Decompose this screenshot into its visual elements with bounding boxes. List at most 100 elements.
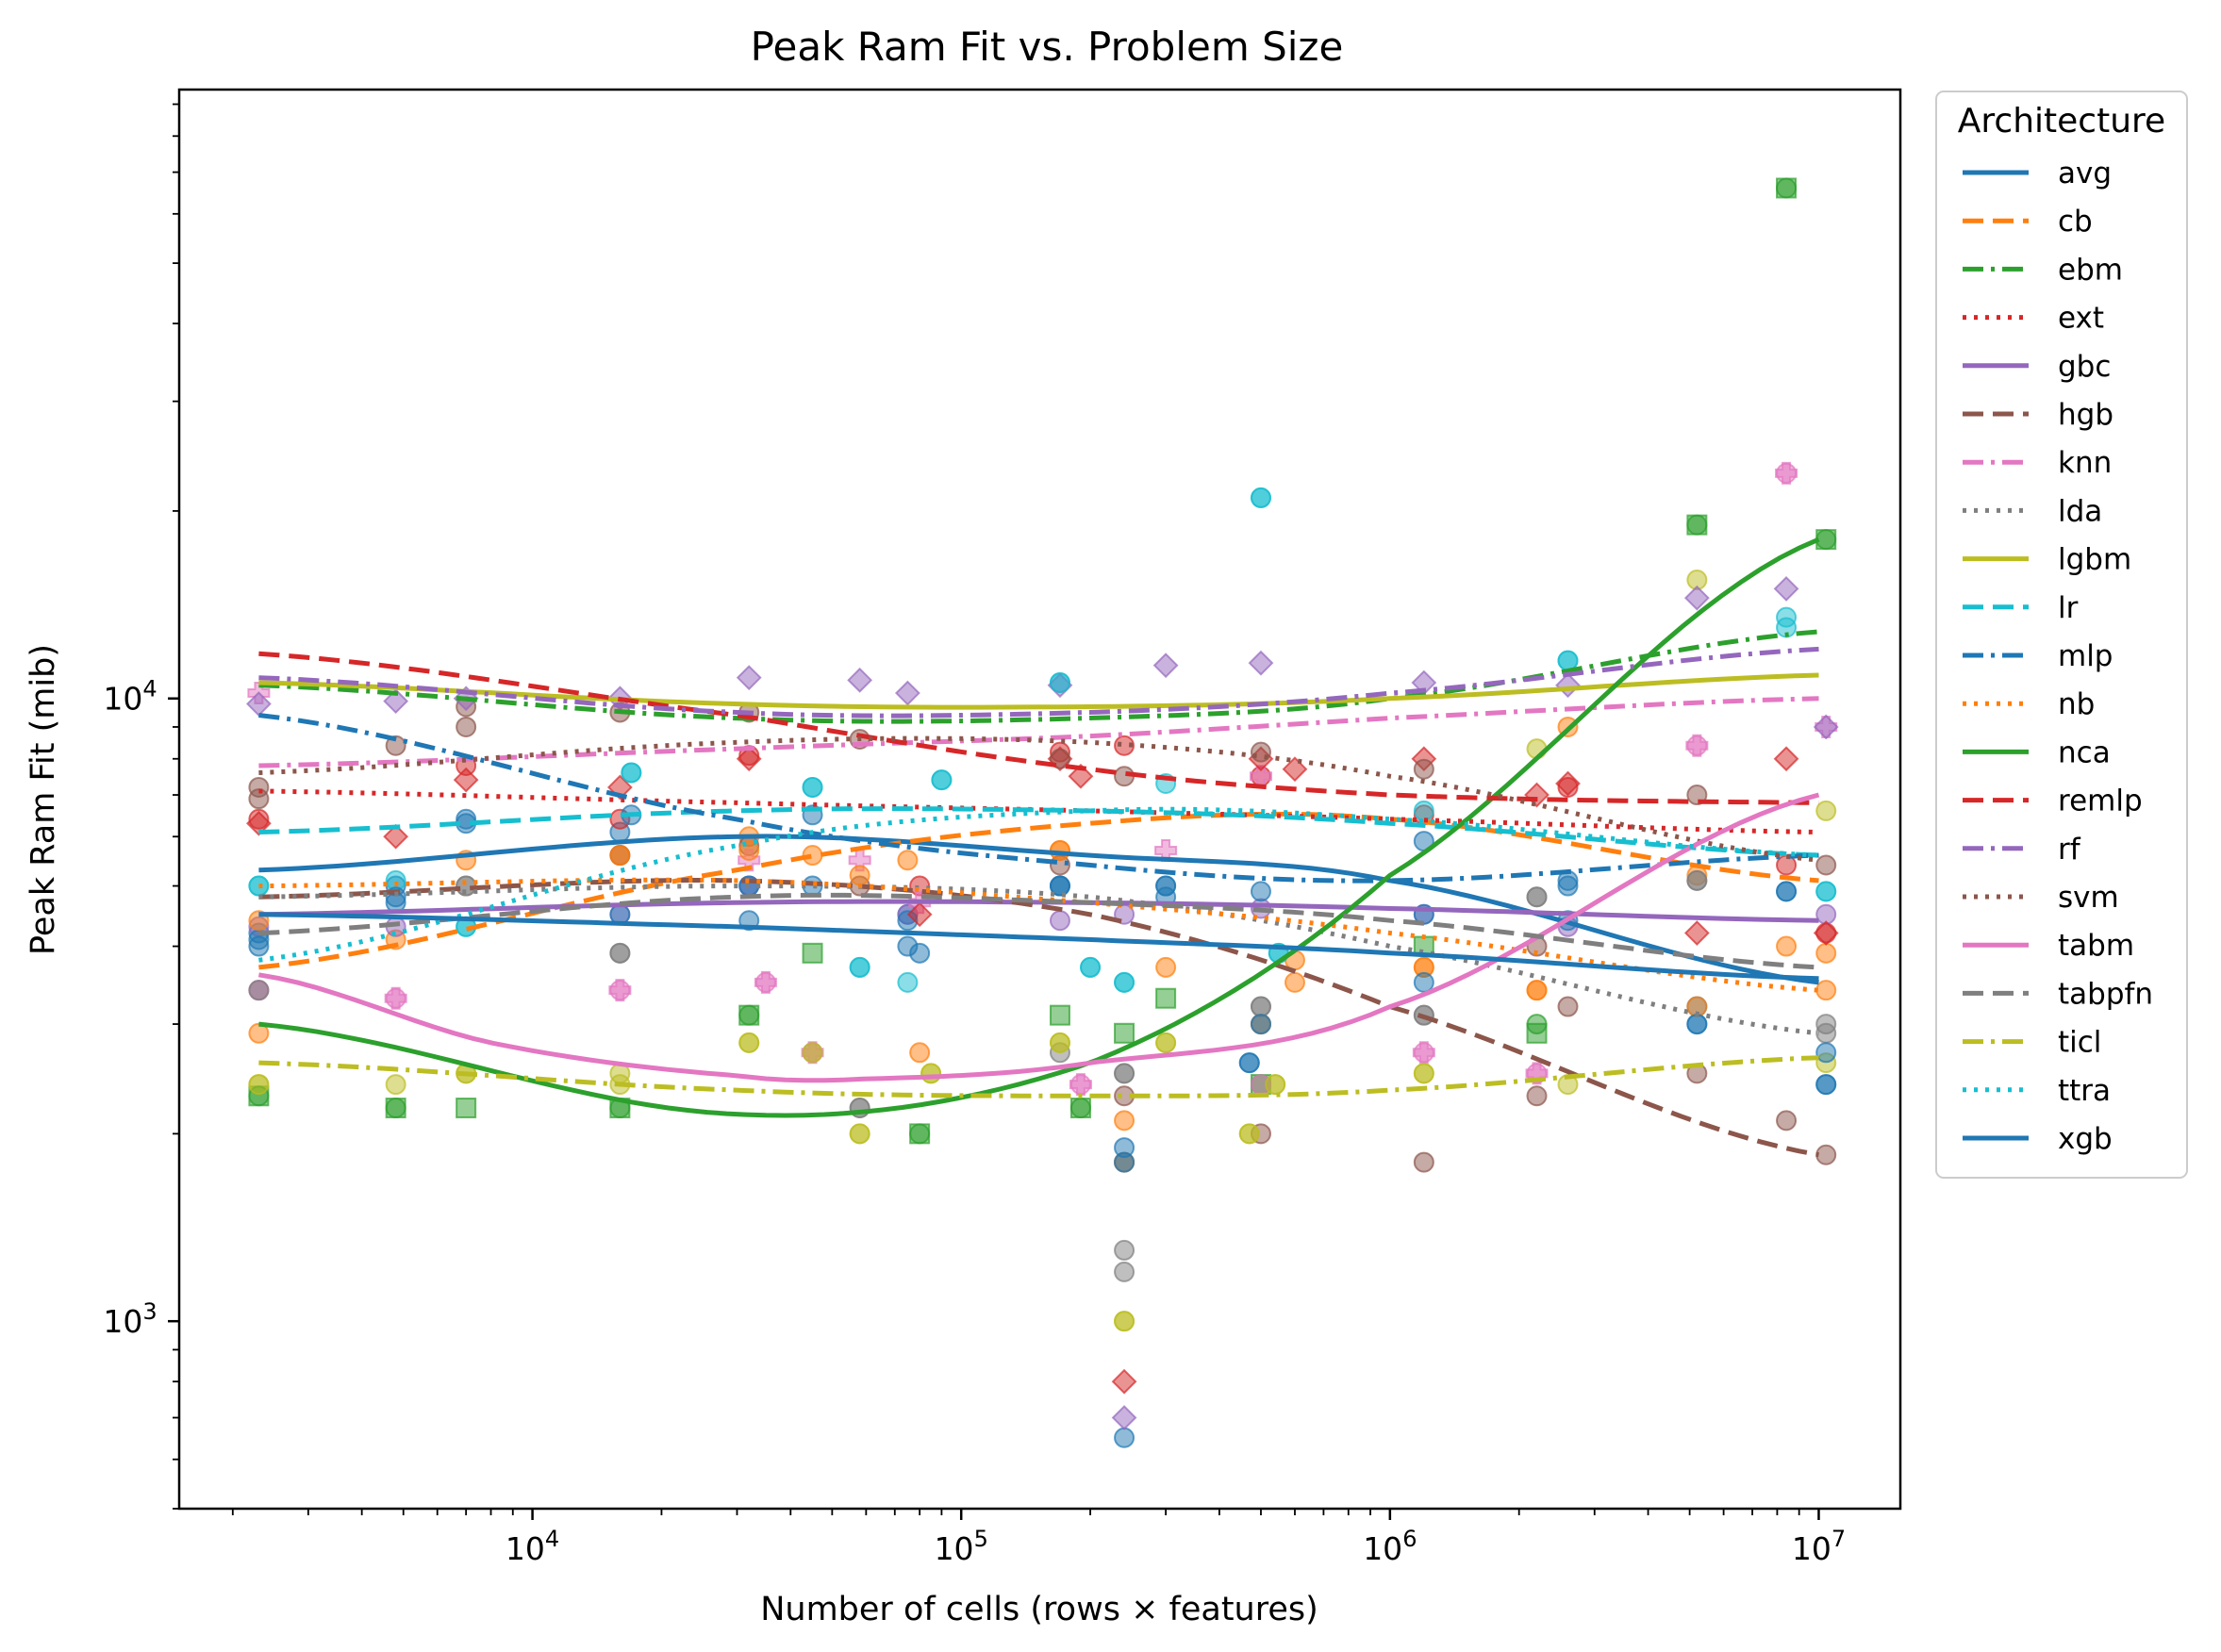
data-point-ttra-5 bbox=[931, 769, 953, 791]
data-point-gbc-5 bbox=[1049, 910, 1070, 932]
legend-item-hgb: hgb bbox=[1963, 398, 2113, 432]
data-point-lr-6 bbox=[897, 971, 919, 993]
data-point-nca-7 bbox=[1526, 1014, 1548, 1035]
data-point-ebm-2 bbox=[456, 1098, 477, 1119]
data-point-remlp-2 bbox=[453, 767, 479, 793]
fit-line-xgb bbox=[258, 912, 1819, 982]
legend-label-knn: knn bbox=[2058, 446, 2112, 480]
data-point-tabpfn-9 bbox=[1686, 869, 1708, 891]
fit-line-gbc bbox=[258, 899, 1819, 923]
fit-line-ebm bbox=[258, 629, 1819, 724]
legend-label-lda: lda bbox=[2058, 494, 2102, 528]
y-tick-label: 103 bbox=[103, 1298, 157, 1340]
data-point-ticl-6 bbox=[849, 1123, 870, 1145]
data-point-svm-1 bbox=[456, 716, 477, 737]
chart-title: Peak Ram Fit vs. Problem Size bbox=[751, 24, 1344, 70]
data-point-ticl-5 bbox=[802, 1042, 823, 1064]
data-point-mlp-10 bbox=[1114, 1427, 1135, 1448]
data-point-ticl-7 bbox=[920, 1063, 942, 1084]
legend-label-gbc: gbc bbox=[2058, 350, 2111, 384]
data-point-remlp-4 bbox=[736, 746, 762, 772]
data-point-ticl-0 bbox=[248, 1074, 270, 1096]
plot-area bbox=[245, 177, 1839, 1448]
data-point-tabpfn-10 bbox=[1815, 1014, 1837, 1035]
data-point-ttra-2 bbox=[621, 762, 642, 784]
legend-label-hgb: hgb bbox=[2058, 398, 2113, 432]
y-axis-label: Peak Ram Fit (mib) bbox=[25, 644, 62, 955]
data-point-rf-0 bbox=[245, 691, 272, 717]
data-point-hgb-1 bbox=[385, 735, 406, 756]
data-point-tabm-10 bbox=[1776, 462, 1798, 484]
legend: Architecture avg cb ebm ext gbc hgb knn lda lgbm… bbox=[1935, 91, 2188, 1179]
data-point-ttra-8 bbox=[1114, 971, 1135, 993]
data-point-ttra-14 bbox=[1815, 881, 1837, 902]
data-point-ttra-3 bbox=[802, 776, 823, 798]
legend-label-remlp: remlp bbox=[2058, 785, 2143, 818]
legend-label-xgb: xgb bbox=[2058, 1122, 2113, 1156]
legend-item-ticl: ticl bbox=[1963, 1026, 2101, 1060]
data-point-tabpfn-8 bbox=[1526, 886, 1548, 908]
data-point-ttra-4 bbox=[849, 956, 870, 978]
data-point-remlp-0 bbox=[245, 810, 272, 836]
data-point-nb-10 bbox=[1526, 980, 1548, 1001]
x-tick-label: 104 bbox=[506, 1526, 559, 1567]
legend-label-mlp: mlp bbox=[2058, 639, 2113, 673]
data-point-nca-5 bbox=[1069, 1098, 1091, 1119]
data-point-tabpfn-0 bbox=[248, 980, 270, 1001]
legend-item-lr: lr bbox=[1963, 591, 2079, 625]
data-point-ttra-6 bbox=[1049, 672, 1070, 694]
data-point-nca-9 bbox=[1776, 177, 1798, 199]
x-axis: 104 105 106 107 bbox=[231, 1509, 1846, 1567]
data-point-xgb-5 bbox=[1049, 875, 1070, 897]
data-point-rf-15 bbox=[1813, 714, 1839, 740]
data-point-nb-12 bbox=[1815, 980, 1837, 1001]
x-tick-label: 107 bbox=[1792, 1526, 1846, 1567]
data-point-cb-15 bbox=[1776, 935, 1798, 957]
legend-item-rf: rf bbox=[1963, 833, 2081, 867]
data-point-xgb-4 bbox=[897, 935, 919, 957]
legend-item-cb: cb bbox=[1963, 205, 2093, 239]
data-point-tabpfn-6 bbox=[1250, 996, 1271, 1017]
data-point-ext-6 bbox=[1114, 735, 1135, 756]
legend-label-lr: lr bbox=[2058, 591, 2079, 625]
data-point-remlp-16 bbox=[1813, 920, 1839, 946]
legend-label-tabpfn: tabpfn bbox=[2058, 977, 2153, 1011]
data-point-cb-9 bbox=[1155, 956, 1177, 978]
data-point-cb-6 bbox=[909, 1042, 931, 1064]
data-point-rf-13 bbox=[1683, 585, 1710, 611]
data-point-ebm-10 bbox=[1155, 987, 1177, 1009]
fit-line-tabm bbox=[257, 792, 1820, 1083]
fit-line-nca bbox=[258, 537, 1820, 1118]
legend-label-tabm: tabm bbox=[2058, 929, 2134, 963]
data-point-hgb-10 bbox=[1526, 1085, 1548, 1107]
legend-label-ebm: ebm bbox=[2058, 253, 2123, 287]
legend-item-nca: nca bbox=[1963, 735, 2111, 769]
data-point-ttra-7 bbox=[1080, 956, 1102, 978]
data-point-tabm-7 bbox=[1413, 1042, 1434, 1064]
data-point-nb-6 bbox=[1114, 1110, 1135, 1132]
data-point-nca-1 bbox=[385, 1098, 406, 1119]
legend-item-xgb: xgb bbox=[1963, 1122, 2113, 1156]
data-point-nca-10 bbox=[1815, 529, 1837, 551]
data-point-nb-4 bbox=[897, 850, 919, 871]
data-point-cb-0 bbox=[248, 1022, 270, 1044]
data-point-rf-5 bbox=[847, 667, 873, 693]
fit-line-lr bbox=[258, 806, 1819, 858]
data-point-nca-4 bbox=[909, 1123, 931, 1145]
data-point-tabm-1 bbox=[385, 987, 406, 1009]
data-point-rf-8 bbox=[1111, 1405, 1137, 1430]
data-point-xgb-12 bbox=[1686, 1014, 1708, 1035]
legend-label-ticl: ticl bbox=[2058, 1026, 2101, 1060]
data-point-ebm-9 bbox=[1114, 1022, 1135, 1044]
data-point-xgb-9 bbox=[1250, 1014, 1271, 1035]
legend-item-lgbm: lgbm bbox=[1963, 543, 2131, 577]
data-point-mlp-18 bbox=[1815, 1074, 1837, 1096]
legend-item-avg: avg bbox=[1963, 157, 2112, 190]
data-point-remlp-1 bbox=[383, 823, 409, 850]
legend-label-rf: rf bbox=[2058, 833, 2081, 867]
data-point-hgb-14 bbox=[1815, 1144, 1837, 1165]
data-point-ttra-13 bbox=[1776, 606, 1798, 628]
data-point-rf-9 bbox=[1152, 653, 1179, 679]
legend-item-lda: lda bbox=[1963, 494, 2102, 528]
